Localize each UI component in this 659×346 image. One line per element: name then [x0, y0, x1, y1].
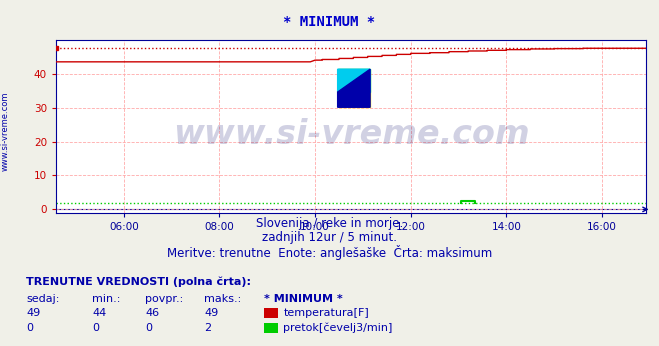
Text: 0: 0 — [26, 323, 34, 333]
Text: www.si-vreme.com: www.si-vreme.com — [1, 92, 10, 171]
Text: 49: 49 — [204, 308, 219, 318]
Text: min.:: min.: — [92, 294, 121, 303]
Text: povpr.:: povpr.: — [145, 294, 183, 303]
Text: www.si-vreme.com: www.si-vreme.com — [173, 118, 529, 152]
Text: * MINIMUM *: * MINIMUM * — [283, 16, 376, 29]
Text: Meritve: trenutne  Enote: anglešaške  Črta: maksimum: Meritve: trenutne Enote: anglešaške Črta… — [167, 245, 492, 260]
Text: zadnjih 12ur / 5 minut.: zadnjih 12ur / 5 minut. — [262, 231, 397, 244]
Text: pretok[čevelj3/min]: pretok[čevelj3/min] — [283, 322, 393, 333]
Polygon shape — [337, 69, 370, 107]
Text: Slovenija / reke in morje.: Slovenija / reke in morje. — [256, 217, 403, 230]
Text: 0: 0 — [145, 323, 152, 333]
Text: 0: 0 — [92, 323, 100, 333]
Text: sedaj:: sedaj: — [26, 294, 60, 303]
Polygon shape — [337, 69, 370, 92]
Text: temperatura[F]: temperatura[F] — [283, 308, 369, 318]
Text: 2: 2 — [204, 323, 212, 333]
Text: maks.:: maks.: — [204, 294, 242, 303]
Text: TRENUTNE VREDNOSTI (polna črta):: TRENUTNE VREDNOSTI (polna črta): — [26, 277, 251, 287]
Text: 44: 44 — [92, 308, 107, 318]
Bar — [337, 69, 370, 107]
Polygon shape — [337, 69, 370, 92]
Text: 46: 46 — [145, 308, 159, 318]
Text: * MINIMUM *: * MINIMUM * — [264, 294, 342, 303]
Text: 49: 49 — [26, 308, 41, 318]
